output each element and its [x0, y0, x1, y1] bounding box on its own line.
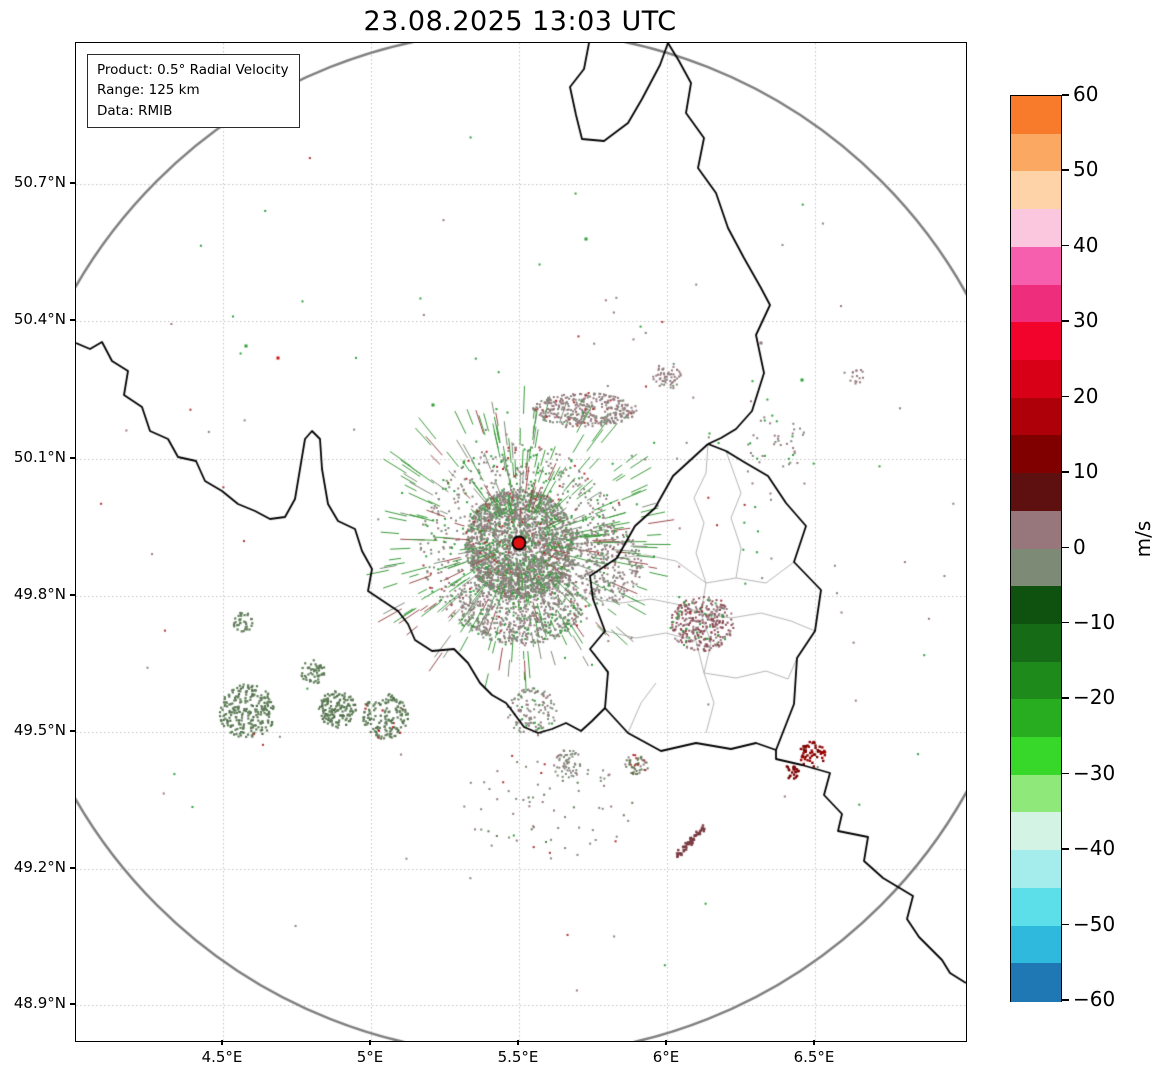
colorbar-band — [1011, 887, 1061, 927]
colorbar-band — [1011, 209, 1061, 248]
colorbar-band — [1011, 133, 1061, 172]
colorbar-tick-mark — [1062, 395, 1069, 398]
plot-area: Product: 0.5° Radial Velocity Range: 125… — [75, 42, 967, 1042]
colorbar-band — [1011, 96, 1061, 135]
product-info-box: Product: 0.5° Radial Velocity Range: 125… — [87, 54, 300, 128]
colorbar-tick-label: −50 — [1073, 911, 1116, 936]
lat-tick-label: 49.8°N — [13, 585, 66, 603]
colorbar-tick-label: −10 — [1073, 609, 1116, 634]
colorbar-tick-label: 60 — [1073, 82, 1099, 106]
colorbar-tick-label: −20 — [1073, 685, 1116, 710]
colorbar-tick-label: −40 — [1073, 836, 1116, 861]
colorbar-tick-mark — [1062, 546, 1069, 548]
lon-tick-label: 5.5°E — [497, 1048, 539, 1066]
colorbar-tick-label: −30 — [1073, 760, 1116, 785]
colorbar-tick-mark — [1062, 621, 1069, 624]
colorbar-band — [1011, 623, 1061, 663]
colorbar-tick-mark — [1062, 923, 1069, 926]
colorbar-tick-mark — [1062, 848, 1069, 850]
colorbar-tick-label: −60 — [1073, 987, 1116, 1011]
colorbar-tick-label: 50 — [1073, 157, 1099, 182]
colorbar-band — [1011, 284, 1061, 323]
lat-tick-label: 49.2°N — [13, 858, 66, 876]
colorbar-band — [1011, 925, 1061, 964]
colorbar-tick-mark — [1062, 772, 1069, 775]
info-line-product: Product: 0.5° Radial Velocity — [97, 62, 289, 78]
colorbar-tick-label: 20 — [1073, 383, 1099, 408]
colorbar-band — [1011, 774, 1061, 813]
colorbar-band — [1011, 473, 1061, 512]
colorbar-band — [1011, 435, 1061, 474]
lon-tick-label: 6.5°E — [793, 1048, 835, 1066]
colorbar-band — [1011, 548, 1061, 587]
colorbar — [1010, 95, 1062, 1002]
info-line-range: Range: 125 km — [97, 82, 200, 99]
figure-title: 23.08.2025 13:03 UTC — [363, 6, 677, 37]
colorbar-tick-label: 40 — [1073, 232, 1099, 257]
colorbar-tick-mark — [1062, 999, 1069, 1001]
lat-tick-label: 50.4°N — [13, 310, 66, 328]
colorbar-band — [1011, 510, 1061, 550]
lon-tick-label: 6°E — [652, 1048, 680, 1066]
colorbar-bands — [1011, 96, 1061, 1002]
colorbar-tick-label: 10 — [1073, 459, 1099, 484]
colorbar-band — [1011, 397, 1061, 436]
info-line-data: Data: RMIB — [97, 102, 173, 119]
colorbar-band — [1011, 246, 1061, 286]
colorbar-band — [1011, 963, 1061, 1002]
colorbar-band — [1011, 322, 1061, 361]
colorbar-band — [1011, 812, 1061, 851]
lat-tick-label: 50.7°N — [13, 173, 66, 191]
colorbar-band — [1011, 737, 1061, 776]
colorbar-tick-mark — [1062, 697, 1069, 699]
colorbar-tick-mark — [1062, 471, 1069, 473]
colorbar-band — [1011, 850, 1061, 889]
colorbar-band — [1011, 171, 1061, 210]
colorbar-tick-mark — [1062, 94, 1069, 96]
colorbar-band — [1011, 699, 1061, 738]
map-canvas — [76, 43, 966, 1041]
lon-tick-label: 4.5°E — [201, 1048, 243, 1066]
lat-tick-label: 50.1°N — [13, 448, 66, 466]
lat-tick-label: 49.5°N — [13, 721, 66, 739]
colorbar-tick-mark — [1062, 244, 1069, 247]
lon-tick-label: 5°E — [356, 1048, 384, 1066]
colorbar-band — [1011, 586, 1061, 625]
colorbar-band — [1011, 359, 1061, 399]
colorbar-tick-mark — [1062, 320, 1069, 322]
colorbar-tick-label: 0 — [1073, 534, 1086, 559]
colorbar-band — [1011, 661, 1061, 700]
colorbar-unit-label: m/s — [1131, 520, 1155, 558]
colorbar-tick-label: 30 — [1073, 308, 1099, 333]
colorbar-tick-mark — [1062, 169, 1069, 171]
lat-tick-label: 48.9°N — [13, 994, 66, 1012]
